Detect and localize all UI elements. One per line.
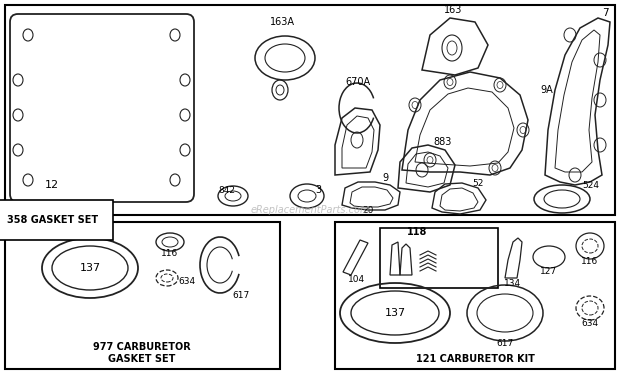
- Text: 163A: 163A: [270, 17, 295, 27]
- Bar: [380, 228, 498, 288]
- Text: 118: 118: [407, 227, 427, 237]
- Text: 104: 104: [348, 276, 365, 285]
- Text: 12: 12: [45, 180, 59, 190]
- Text: 116: 116: [582, 258, 599, 267]
- Text: 163: 163: [444, 5, 462, 15]
- Bar: [5, 222, 280, 369]
- Text: 977 CARBURETOR
GASKET SET: 977 CARBURETOR GASKET SET: [93, 343, 191, 364]
- Text: 9: 9: [382, 173, 388, 183]
- Text: 137: 137: [384, 308, 405, 318]
- Text: 20: 20: [362, 205, 374, 215]
- Bar: [335, 222, 615, 369]
- Text: 3: 3: [315, 185, 321, 195]
- Bar: [5, 5, 615, 215]
- Text: 134: 134: [505, 279, 521, 288]
- Text: 127: 127: [541, 267, 557, 276]
- Text: 617: 617: [497, 338, 513, 347]
- Text: 9A: 9A: [540, 85, 553, 95]
- Text: 137: 137: [79, 263, 100, 273]
- Text: 121 CARBURETOR KIT: 121 CARBURETOR KIT: [415, 354, 534, 364]
- Text: 670A: 670A: [345, 77, 370, 87]
- Text: 7: 7: [602, 8, 609, 18]
- Text: 634: 634: [582, 319, 598, 328]
- Text: 524: 524: [582, 181, 599, 190]
- Text: 358 GASKET SET: 358 GASKET SET: [7, 215, 98, 225]
- Text: eReplacementParts.com: eReplacementParts.com: [250, 205, 370, 215]
- Text: 52: 52: [472, 178, 484, 187]
- Text: 842: 842: [218, 186, 235, 194]
- Text: 634: 634: [178, 278, 195, 286]
- Text: 617: 617: [232, 291, 249, 300]
- Text: 116: 116: [161, 249, 179, 258]
- Text: 883: 883: [433, 137, 451, 147]
